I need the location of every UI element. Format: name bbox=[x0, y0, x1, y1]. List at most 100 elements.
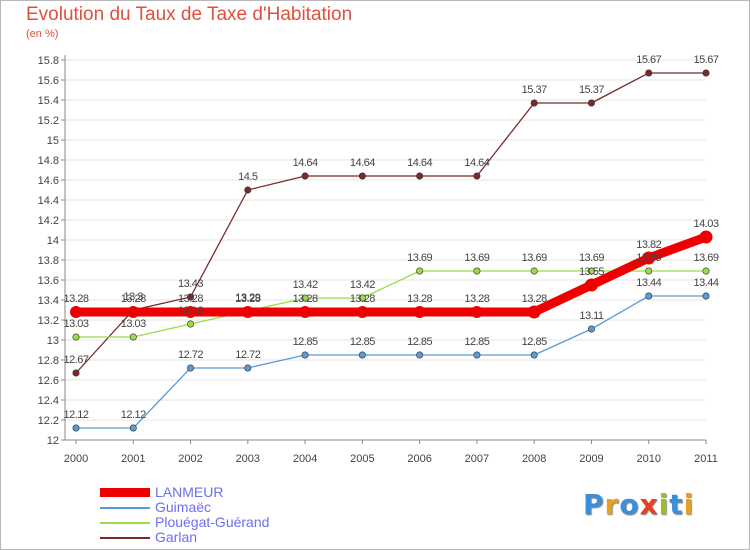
y-tick-label: 15.8 bbox=[38, 55, 59, 67]
y-tick-label: 15 bbox=[47, 135, 59, 147]
legend-item: LANMEUR bbox=[100, 484, 360, 500]
data-point bbox=[416, 267, 424, 275]
data-point bbox=[587, 267, 595, 275]
chart-legend: LANMEUR Guimaëc Plouégat-Guérand Garlan bbox=[100, 484, 360, 545]
x-tick-label: 2006 bbox=[407, 453, 431, 465]
data-point bbox=[129, 424, 137, 432]
legend-swatch bbox=[100, 506, 150, 509]
data-label: 13.28 bbox=[407, 293, 432, 305]
data-label: 13.69 bbox=[693, 252, 718, 264]
x-tick-label: 2008 bbox=[522, 453, 546, 465]
data-point bbox=[416, 172, 424, 180]
data-label: 14.64 bbox=[293, 157, 318, 169]
y-tick-label: 13.8 bbox=[38, 255, 59, 267]
data-label: 13.28 bbox=[121, 293, 146, 305]
data-label: 12.85 bbox=[522, 336, 547, 348]
data-point bbox=[702, 292, 710, 300]
data-point bbox=[702, 69, 710, 77]
data-point bbox=[530, 267, 538, 275]
legend-item: Plouégat-Guérand bbox=[100, 514, 360, 530]
data-point bbox=[702, 267, 710, 275]
data-label: 13.03 bbox=[121, 318, 146, 330]
data-point bbox=[473, 267, 481, 275]
y-tick-label: 14.8 bbox=[38, 155, 59, 167]
data-label: 13.43 bbox=[178, 278, 203, 290]
y-tick-label: 13.6 bbox=[38, 275, 59, 287]
data-label: 13.69 bbox=[636, 252, 661, 264]
y-tick-label: 12.6 bbox=[38, 375, 59, 387]
y-tick-label: 15.6 bbox=[38, 75, 59, 87]
data-point bbox=[530, 351, 538, 359]
legend-swatch bbox=[100, 536, 150, 539]
y-tick-label: 12.4 bbox=[38, 395, 59, 407]
data-point bbox=[244, 364, 252, 372]
data-label: 13.69 bbox=[522, 252, 547, 264]
y-tick-label: 12.8 bbox=[38, 355, 59, 367]
x-tick-label: 2011 bbox=[694, 453, 718, 465]
legend-label: Plouégat-Guérand bbox=[155, 514, 270, 530]
series-line-guima-c bbox=[75, 295, 707, 429]
legend-swatch bbox=[100, 488, 150, 497]
data-point bbox=[413, 306, 426, 318]
data-label: 13.11 bbox=[579, 310, 604, 322]
y-tick-label: 15.4 bbox=[38, 95, 59, 107]
data-point bbox=[70, 306, 82, 318]
data-label: 13.82 bbox=[636, 239, 661, 251]
data-label: 14.5 bbox=[238, 171, 258, 183]
data-point bbox=[527, 305, 541, 319]
legend-label: LANMEUR bbox=[155, 484, 224, 500]
data-point bbox=[645, 69, 653, 77]
data-point bbox=[187, 293, 195, 301]
data-point bbox=[301, 351, 309, 359]
data-point bbox=[129, 333, 137, 341]
data-point bbox=[72, 333, 80, 341]
chart-subtitle: (en %) bbox=[26, 28, 59, 40]
proxiti-logo: Proxiti bbox=[583, 488, 695, 521]
x-tick-label: 2007 bbox=[465, 453, 489, 465]
data-label: 12.72 bbox=[235, 349, 260, 361]
data-label: 13.44 bbox=[636, 277, 661, 289]
data-label: 12.85 bbox=[350, 336, 375, 348]
x-tick-label: 2000 bbox=[64, 453, 88, 465]
y-tick-label: 14.6 bbox=[38, 175, 59, 187]
y-tick-label: 13.2 bbox=[38, 315, 59, 327]
data-point bbox=[72, 369, 80, 377]
data-label: 15.37 bbox=[579, 84, 604, 96]
data-label: 13.28 bbox=[235, 293, 260, 305]
y-tick-label: 13.4 bbox=[38, 295, 59, 307]
data-label: 15.67 bbox=[636, 54, 661, 66]
y-tick-label: 13 bbox=[47, 335, 59, 347]
legend-swatch bbox=[100, 521, 150, 524]
data-point bbox=[356, 306, 369, 318]
y-tick-label: 12.2 bbox=[38, 415, 59, 427]
x-tick-label: 2002 bbox=[178, 453, 202, 465]
data-label: 14.64 bbox=[464, 157, 489, 169]
legend-label: Guimaëc bbox=[155, 499, 212, 515]
data-point bbox=[473, 351, 481, 359]
data-label: 13.28 bbox=[293, 293, 318, 305]
data-point bbox=[358, 294, 366, 302]
data-label: 14.03 bbox=[693, 218, 718, 230]
legend-item: Guimaëc bbox=[100, 499, 360, 515]
data-label: 13.28 bbox=[63, 293, 88, 305]
data-label: 15.67 bbox=[693, 54, 718, 66]
data-point bbox=[642, 251, 656, 265]
data-label: 12.85 bbox=[464, 336, 489, 348]
data-point bbox=[473, 172, 481, 180]
data-label: 12.85 bbox=[407, 336, 432, 348]
data-label: 13.69 bbox=[464, 252, 489, 264]
data-label: 13.28 bbox=[522, 293, 547, 305]
x-tick-label: 2005 bbox=[350, 453, 374, 465]
data-label: 15.37 bbox=[522, 84, 547, 96]
data-label: 14.64 bbox=[350, 157, 375, 169]
data-point bbox=[587, 99, 595, 107]
data-point bbox=[187, 364, 195, 372]
data-label: 12.67 bbox=[63, 354, 88, 366]
series-line-plou-gat-gu-rand bbox=[75, 270, 707, 338]
data-label: 13.69 bbox=[579, 252, 604, 264]
data-label: 13.28 bbox=[350, 293, 375, 305]
data-point bbox=[358, 351, 366, 359]
data-label: 13.29 bbox=[235, 292, 260, 304]
